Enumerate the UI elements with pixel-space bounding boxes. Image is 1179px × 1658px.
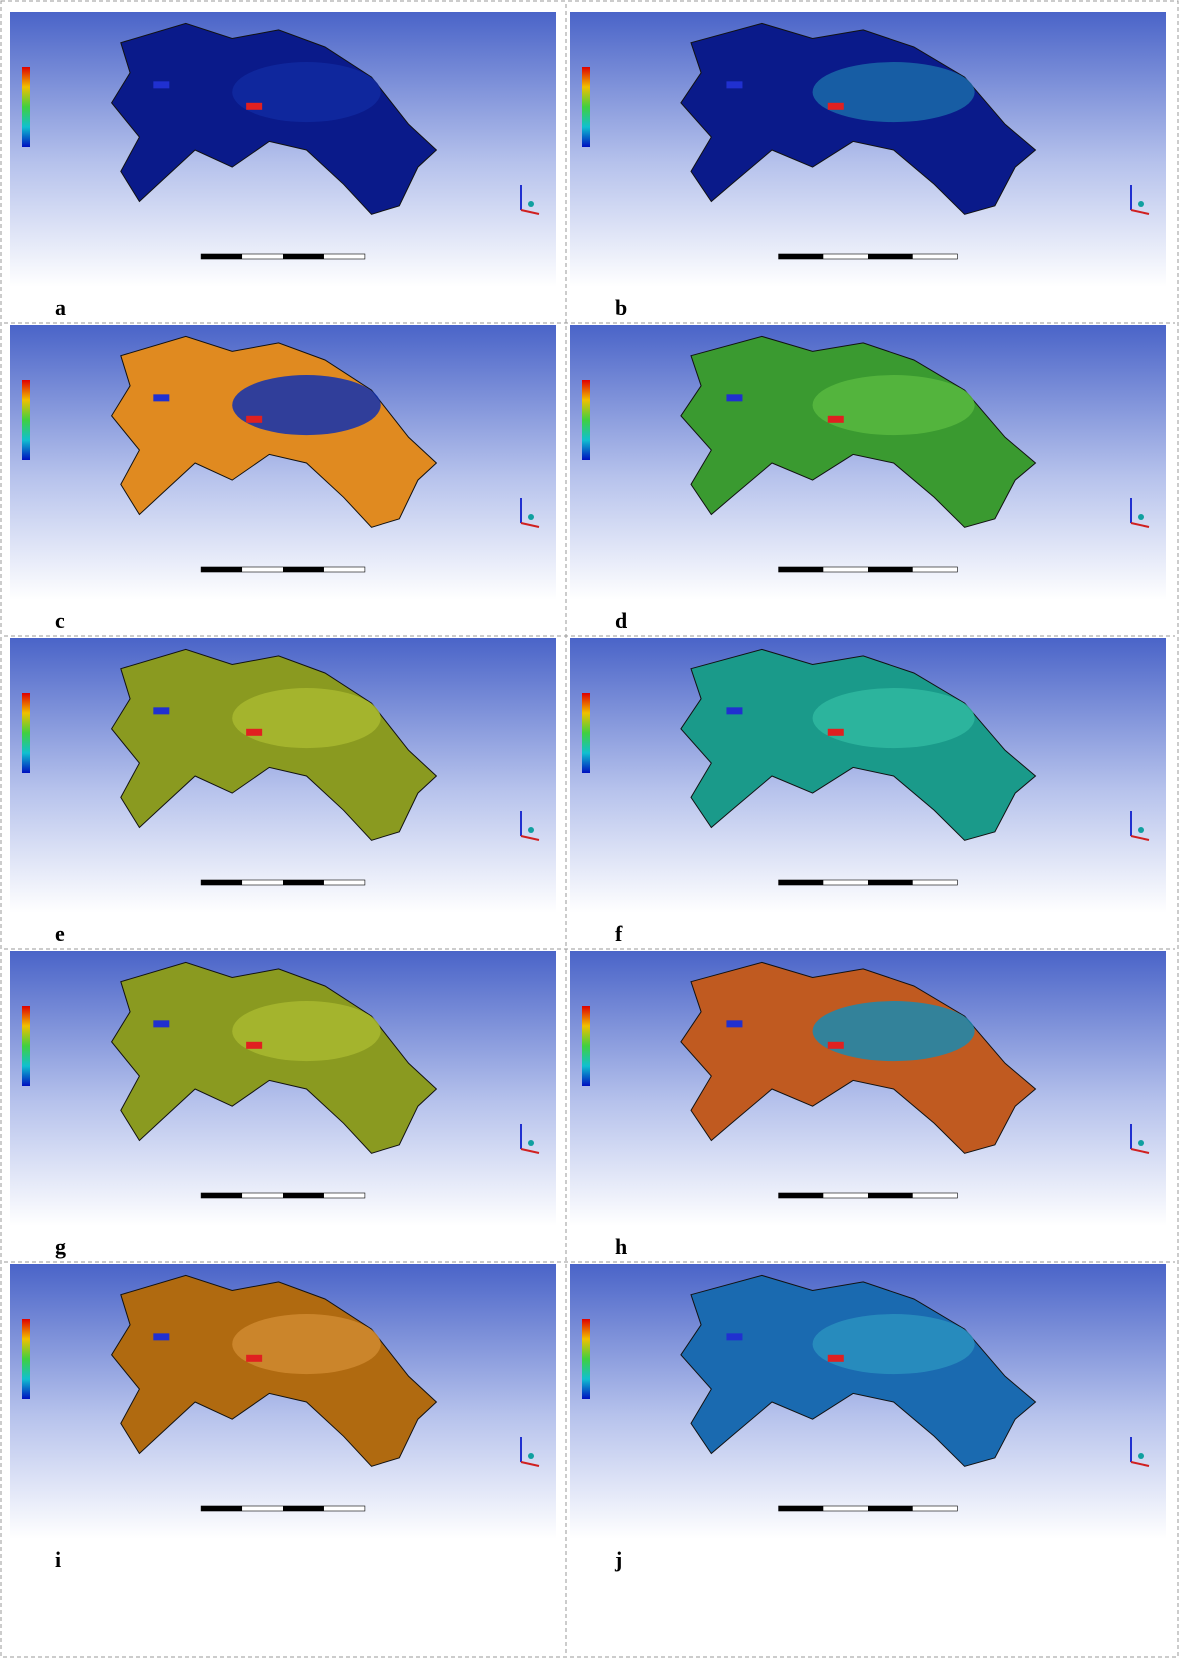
marker-max — [246, 1042, 262, 1049]
legend-bar — [582, 1319, 590, 1399]
marker-min — [153, 394, 169, 401]
panel-label: a — [55, 295, 66, 320]
scale-bar — [283, 567, 324, 572]
marker-min — [153, 1020, 169, 1027]
legend-bar — [22, 693, 30, 773]
model-region — [232, 688, 381, 748]
model-region — [232, 375, 381, 435]
scale-bar — [201, 880, 242, 885]
marker-max — [828, 1355, 844, 1362]
model-region — [813, 688, 975, 748]
axis-triad — [528, 201, 534, 207]
figure: a b c d e f g h i j — [0, 0, 1179, 1658]
marker-max — [246, 416, 262, 423]
panel: f — [570, 638, 1166, 946]
panel-label: g — [55, 1234, 66, 1259]
marker-max — [246, 729, 262, 736]
legend-bar — [22, 1319, 30, 1399]
marker-min — [726, 1020, 742, 1027]
scale-bar — [779, 1193, 824, 1198]
scale-bar — [201, 567, 242, 572]
scale-bar — [283, 1193, 324, 1198]
scale-bar — [779, 1506, 824, 1511]
model-region — [813, 375, 975, 435]
panel: a — [10, 12, 556, 320]
panel: b — [570, 12, 1166, 320]
legend-bar — [22, 1006, 30, 1086]
panel-label: h — [615, 1234, 627, 1259]
legend-bar — [22, 67, 30, 147]
marker-min — [153, 81, 169, 88]
scale-bar — [283, 254, 324, 259]
model-region — [232, 62, 381, 122]
panel-label: f — [615, 921, 623, 946]
scale-bar — [283, 880, 324, 885]
scale-bar — [779, 567, 824, 572]
axis-triad — [1138, 1140, 1144, 1146]
axis-triad — [528, 514, 534, 520]
scale-bar — [201, 1506, 242, 1511]
panel: e — [10, 638, 556, 946]
marker-max — [828, 103, 844, 110]
axis-triad — [1138, 1453, 1144, 1459]
marker-max — [246, 103, 262, 110]
marker-min — [726, 81, 742, 88]
marker-max — [828, 416, 844, 423]
axis-triad — [1138, 201, 1144, 207]
panel: c — [10, 325, 556, 633]
axis-triad — [528, 1140, 534, 1146]
panel-label: c — [55, 608, 65, 633]
panel: h — [570, 951, 1166, 1259]
scale-bar — [868, 880, 913, 885]
scale-bar — [868, 254, 913, 259]
marker-min — [726, 394, 742, 401]
axis-triad — [528, 1453, 534, 1459]
panel-label: i — [55, 1547, 61, 1572]
model-region — [232, 1001, 381, 1061]
model-region — [813, 1001, 975, 1061]
panel: j — [570, 1264, 1166, 1572]
model-region — [813, 62, 975, 122]
panel-label: e — [55, 921, 65, 946]
legend-bar — [582, 693, 590, 773]
marker-min — [726, 707, 742, 714]
scale-bar — [868, 1193, 913, 1198]
marker-min — [726, 1333, 742, 1340]
scale-bar — [283, 1506, 324, 1511]
legend-bar — [582, 1006, 590, 1086]
model-region — [813, 1314, 975, 1374]
panel-label: d — [615, 608, 627, 633]
scale-bar — [779, 254, 824, 259]
panel: d — [570, 325, 1166, 633]
scale-bar — [868, 567, 913, 572]
axis-triad — [1138, 514, 1144, 520]
scale-bar — [779, 880, 824, 885]
marker-max — [828, 729, 844, 736]
scale-bar — [201, 1193, 242, 1198]
scale-bar — [868, 1506, 913, 1511]
legend-bar — [22, 380, 30, 460]
panel: i — [10, 1264, 556, 1572]
panel-label: b — [615, 295, 627, 320]
marker-max — [246, 1355, 262, 1362]
legend-bar — [582, 67, 590, 147]
axis-triad — [528, 827, 534, 833]
axis-triad — [1138, 827, 1144, 833]
model-region — [232, 1314, 381, 1374]
marker-min — [153, 1333, 169, 1340]
scale-bar — [201, 254, 242, 259]
legend-bar — [582, 380, 590, 460]
panel-label: j — [614, 1547, 622, 1572]
marker-max — [828, 1042, 844, 1049]
marker-min — [153, 707, 169, 714]
panel: g — [10, 951, 556, 1259]
